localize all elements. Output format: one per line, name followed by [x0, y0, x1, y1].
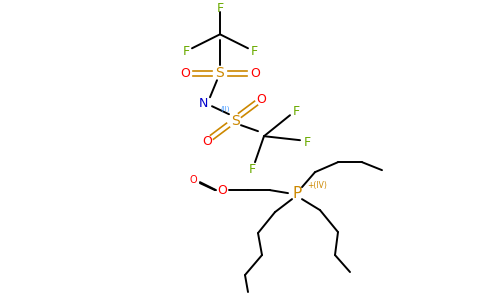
- Text: F: F: [248, 163, 256, 176]
- Text: F: F: [292, 105, 300, 118]
- Text: P: P: [292, 186, 302, 201]
- Text: F: F: [303, 136, 311, 149]
- Text: O: O: [217, 184, 227, 196]
- Text: O: O: [256, 93, 266, 106]
- Text: O: O: [250, 67, 260, 80]
- Text: F: F: [250, 45, 257, 58]
- Text: +(IV): +(IV): [307, 181, 327, 190]
- Text: S: S: [216, 66, 225, 80]
- Text: F: F: [182, 45, 190, 58]
- Text: N: N: [198, 97, 208, 110]
- Text: O: O: [189, 175, 197, 185]
- Text: S: S: [230, 114, 240, 128]
- Text: O: O: [202, 135, 212, 148]
- Text: O: O: [180, 67, 190, 80]
- Text: (II): (II): [220, 106, 229, 112]
- Text: F: F: [216, 2, 224, 15]
